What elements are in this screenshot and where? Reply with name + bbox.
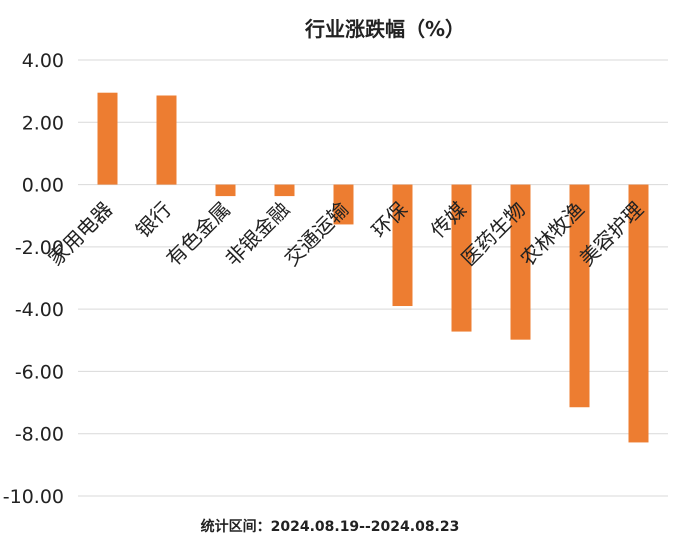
category-label: 交通运输 [279,197,353,271]
bar [510,184,531,340]
chart-title: 行业涨跌幅（%） [304,17,465,41]
bar [333,184,354,225]
bar [628,184,649,443]
y-tick-label: 2.00 [22,112,64,134]
bar [97,92,118,185]
bar [392,184,413,307]
bars [97,92,649,443]
y-tick-label: -10.00 [3,486,64,508]
bar [215,184,236,197]
y-tick-label: -6.00 [15,361,64,383]
y-tick-label: -2.00 [15,237,64,259]
y-axis-ticks: 4.00 2.00 0.00 -2.00 -4.00 -6.00 -8.00 -10.00 [3,50,64,508]
y-tick-label: -4.00 [15,299,64,321]
bar [156,95,177,185]
y-tick-label: 4.00 [22,50,64,72]
bar [451,184,472,332]
bar [274,184,295,197]
category-label: 银行 [131,197,176,242]
y-tick-label: 0.00 [22,175,64,197]
date-range-note: 统计区间：2024.08.19--2024.08.23 [201,518,460,535]
category-label: 家用电器 [43,197,117,271]
category-label: 有色金属 [161,197,235,271]
bar [569,184,590,408]
category-label: 非银金融 [220,197,294,271]
y-tick-label: -8.00 [15,424,64,446]
